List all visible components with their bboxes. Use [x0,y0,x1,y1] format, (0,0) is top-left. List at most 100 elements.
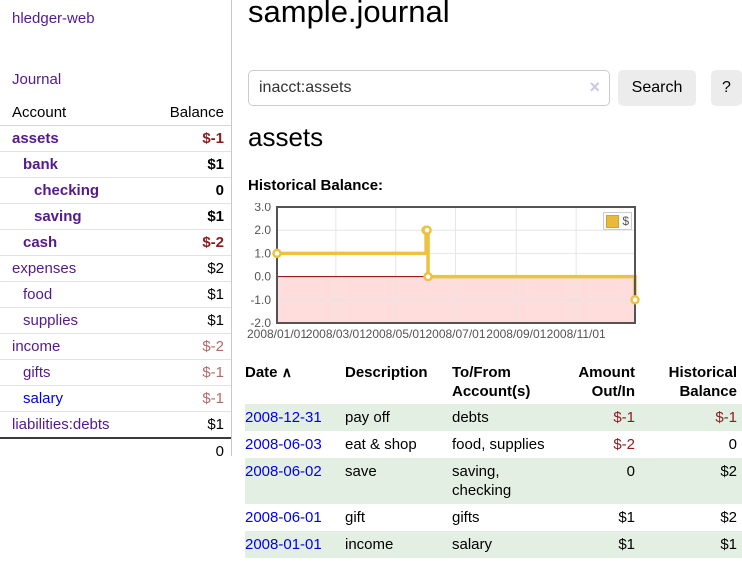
account-row: expenses $2 [0,255,231,282]
y-axis-tick-label: -1.0 [250,293,271,307]
account-row: supplies $1 [0,307,231,334]
help-button[interactable]: ? [711,70,742,106]
x-axis-tick-label: 2008/01/01 [247,327,307,341]
register-amount-cell: $1 [618,536,635,553]
search-button[interactable]: Search [618,70,696,106]
data-point-marker [422,225,432,235]
sidebar-item-journal[interactable]: Journal [12,71,62,88]
register-row: 2008-06-03 eat & shop food, supplies $-2 0 [245,431,742,458]
register-row: 2008-06-02 save saving, checking 0 $2 [245,458,742,504]
account-name-cell: assets [0,126,148,152]
register-date-cell: 2008-06-01 [245,504,345,531]
account-name-cell: cash [0,229,149,256]
register-header-description: Description [345,364,428,381]
search-form: × Search ? [248,70,742,106]
sidebar-account-balance: $1 [148,307,231,334]
register-balance-cell: $2 [720,463,737,480]
register-balance-cell: 0 [728,436,737,453]
transaction-date-link[interactable]: 2008-06-03 [245,436,322,453]
register-description-cell: pay off [345,409,390,426]
account-row: income $-2 [0,333,231,360]
sidebar-account-link[interactable]: assets [12,130,59,147]
account-name-cell: income [0,333,149,360]
register-accounts-cell: salary [452,536,493,553]
app-brand-link[interactable]: hledger-web [12,10,95,27]
sidebar-account-link[interactable]: cash [23,234,58,251]
y-axis-tick-label: 3.0 [254,203,271,214]
sidebar-account-balance: $-2 [148,229,231,256]
register-description-cell: gift [345,509,366,526]
account-row: checking 0 [0,177,231,204]
register-accounts-cell: debts [452,409,489,426]
x-axis-tick-label: 2008/03/01 [306,327,366,341]
account-row: food $1 [0,281,231,308]
sidebar-account-link[interactable]: expenses [12,260,77,277]
sidebar-account-balance: 0 [148,177,231,204]
sidebar-account-link[interactable]: food [23,286,53,303]
data-point-marker [423,271,433,282]
sidebar: hledger-web Journal Account Balance asse… [0,0,232,464]
sidebar-account-balance: $-1 [148,359,231,386]
sidebar-account-balance: $2 [148,255,231,282]
sidebar-account-balance: $1 [148,203,231,230]
register-date-cell: 2008-06-03 [245,431,345,458]
transaction-date-link[interactable]: 2008-06-01 [245,509,322,526]
sidebar-account-link[interactable]: salary [23,390,64,407]
sidebar-account-link[interactable]: income [12,338,61,355]
register-date-cell: 2008-01-01 [245,531,345,558]
account-name-cell: gifts [0,359,149,386]
register-accounts-cell: food, supplies [452,436,545,453]
x-axis-tick-label: 2008/07/01 [425,327,485,341]
sidebar-account-link[interactable]: liabilities:debts [12,416,110,433]
account-name-cell: salary [0,385,149,412]
transaction-date-link[interactable]: 2008-01-01 [245,536,322,553]
sidebar-account-balance: $1 [148,411,231,438]
accounts-total-value: 0 [148,437,231,464]
sidebar-account-link[interactable]: saving [34,208,82,225]
transaction-date-link[interactable]: 2008-12-31 [245,409,322,426]
data-point-marker [272,248,282,259]
register-balance-cell: $1 [720,536,737,553]
sidebar-account-balance: $1 [148,151,231,178]
register-header-row: Date ∧ Description To/From Account(s) Am… [245,360,742,404]
transaction-date-link[interactable]: 2008-06-02 [245,463,322,480]
register-accounts-cell: saving, checking [452,463,512,499]
account-name-cell: expenses [0,255,149,282]
account-heading: assets [248,122,324,152]
accounts-header-account: Account [0,100,149,126]
register-header-accounts: To/From Account(s) [452,364,531,400]
x-axis-tick-label: 2008/05/01 [366,327,426,341]
register-balance-cell: $2 [720,509,737,526]
account-row: assets $-1 [0,126,231,152]
accounts-table: Account Balance assets $-1 bank $1 checking 0… [0,100,231,464]
sort-ascending-icon: ∧ [281,364,292,380]
register-amount-cell: $-1 [613,409,635,426]
register-amount-cell: $-2 [613,436,635,453]
register-date-cell: 2008-12-31 [245,404,345,431]
register-description-cell: eat & shop [345,436,417,453]
register-header-date[interactable]: Date ∧ [245,364,292,381]
account-row: gifts $-1 [0,359,231,386]
x-axis-tick-label: 2008/11/01 [547,327,606,341]
register-date-cell: 2008-06-02 [245,458,345,504]
search-input[interactable] [248,70,610,106]
legend-label: $ [622,214,629,228]
sidebar-account-link[interactable]: supplies [23,312,79,329]
data-point-marker [630,295,640,305]
register-amount-cell: 0 [626,463,635,480]
sidebar-account-link[interactable]: checking [34,182,100,199]
accounts-header-row: Account Balance [0,100,231,126]
sidebar-account-link[interactable]: gifts [23,364,51,381]
register-row: 2008-06-01 gift gifts $1 $2 [245,504,742,531]
sidebar-account-balance: $-2 [148,333,231,360]
sidebar-account-link[interactable]: bank [23,156,59,173]
account-row: salary $-1 [0,385,231,412]
y-axis-tick-label: 2.0 [254,223,271,237]
register-row: 2008-01-01 income salary $1 $1 [245,531,742,558]
sidebar-account-balance: $-1 [202,130,224,147]
account-name-cell: liabilities:debts [0,411,149,438]
account-row: saving $1 [0,203,231,230]
clear-search-icon[interactable]: × [589,77,600,97]
register-amount-cell: $1 [618,509,635,526]
plot-border [276,206,636,324]
